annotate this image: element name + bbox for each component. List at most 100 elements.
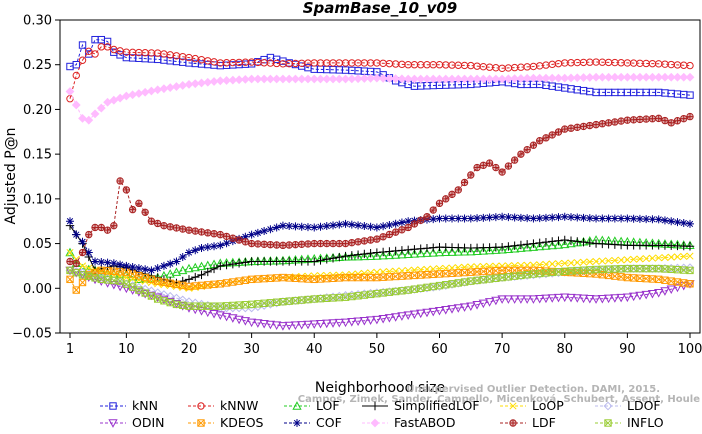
data-point xyxy=(472,246,482,255)
data-point xyxy=(535,214,544,223)
data-point xyxy=(422,308,432,318)
legend-swatch-marker xyxy=(370,401,380,411)
x-tick-label: 30 xyxy=(243,342,260,357)
data-point xyxy=(291,74,300,84)
series-line-odin xyxy=(69,269,691,327)
data-point xyxy=(478,74,488,84)
data-point xyxy=(378,247,388,257)
data-point xyxy=(341,74,350,84)
data-point xyxy=(372,223,381,232)
data-point xyxy=(660,216,669,225)
data-point xyxy=(328,319,338,328)
data-point xyxy=(215,76,225,86)
data-point xyxy=(598,214,607,223)
data-point xyxy=(453,247,463,256)
data-point xyxy=(667,253,675,261)
data-point xyxy=(553,240,564,249)
data-point xyxy=(573,237,582,246)
data-point xyxy=(72,255,80,263)
data-point xyxy=(479,213,488,222)
data-point xyxy=(541,294,551,304)
data-point xyxy=(253,319,263,328)
legend-item-fastabod: FastABOD xyxy=(362,415,456,430)
data-point xyxy=(379,222,388,231)
data-point xyxy=(191,246,200,255)
data-point xyxy=(391,219,400,228)
data-point xyxy=(597,72,607,82)
data-point xyxy=(516,213,525,222)
data-point xyxy=(616,293,626,303)
data-point xyxy=(166,259,175,268)
data-point xyxy=(585,294,595,304)
data-point xyxy=(435,74,444,84)
y-tick-label: 0.15 xyxy=(23,148,52,163)
data-point xyxy=(548,237,557,246)
data-point xyxy=(366,249,375,258)
data-point xyxy=(416,74,426,84)
legend-item-kdeos: KDEOS xyxy=(188,415,264,430)
data-point xyxy=(96,272,106,282)
x-tick-label: 50 xyxy=(369,342,386,357)
data-point xyxy=(372,73,382,83)
data-point xyxy=(228,75,238,85)
data-point xyxy=(553,293,564,303)
data-point xyxy=(686,91,694,99)
series-line-lof xyxy=(69,239,691,280)
data-point xyxy=(491,245,501,254)
data-point xyxy=(84,115,94,125)
data-point xyxy=(347,251,357,261)
data-point xyxy=(428,307,438,317)
data-point xyxy=(359,316,369,326)
data-point xyxy=(654,289,664,298)
data-point xyxy=(72,230,81,239)
data-point xyxy=(103,258,112,267)
data-point xyxy=(460,74,469,84)
data-point xyxy=(567,259,575,267)
data-point xyxy=(322,74,332,84)
data-point xyxy=(666,285,676,295)
data-point xyxy=(385,220,394,229)
data-point xyxy=(603,294,614,304)
data-point xyxy=(554,236,563,245)
data-point xyxy=(385,247,394,256)
data-point xyxy=(491,296,501,306)
data-point xyxy=(503,272,513,282)
data-point xyxy=(503,295,514,304)
data-point xyxy=(635,72,645,82)
data-point xyxy=(247,230,256,239)
data-point xyxy=(585,73,595,82)
data-point xyxy=(655,254,663,262)
data-point xyxy=(672,283,683,293)
data-point xyxy=(522,240,532,249)
data-point xyxy=(290,321,301,330)
series-line-fastabod xyxy=(69,76,690,121)
data-point xyxy=(322,222,331,231)
data-point xyxy=(66,275,74,284)
data-point xyxy=(140,87,150,97)
data-point xyxy=(134,89,144,98)
data-point xyxy=(528,242,539,251)
data-point xyxy=(266,225,275,234)
data-point xyxy=(359,251,369,261)
data-point xyxy=(328,74,338,84)
data-point xyxy=(516,243,526,252)
data-point xyxy=(222,76,231,85)
data-point xyxy=(478,246,488,255)
data-point xyxy=(272,74,282,84)
data-point xyxy=(510,74,520,84)
data-point xyxy=(171,267,182,276)
y-axis-label: Adjusted P@n xyxy=(3,127,19,224)
data-point xyxy=(234,75,244,85)
data-point xyxy=(209,264,219,274)
data-point xyxy=(661,253,669,262)
data-point xyxy=(616,72,626,82)
data-point xyxy=(472,301,482,310)
data-point xyxy=(591,295,601,304)
data-point xyxy=(522,295,532,304)
legend-item-loop: LoOP xyxy=(500,398,564,413)
data-point xyxy=(203,243,212,252)
data-point xyxy=(184,297,194,307)
data-point xyxy=(366,222,375,231)
data-point xyxy=(360,222,369,231)
data-point xyxy=(686,219,694,228)
